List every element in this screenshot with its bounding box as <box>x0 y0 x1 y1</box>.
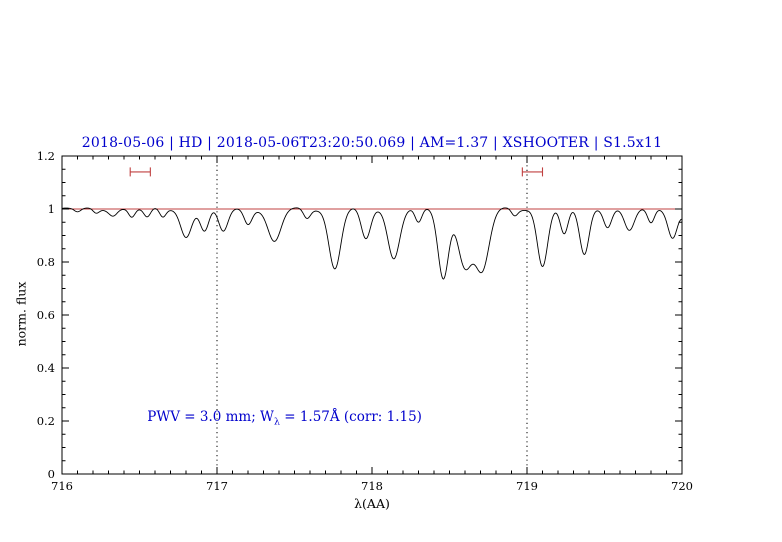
y-tick-label: 0.6 <box>37 308 55 322</box>
x-tick-label: 717 <box>206 479 228 493</box>
x-tick-label: 720 <box>671 479 693 493</box>
annotation-suffix: = 1.57Å (corr: 1.15) <box>279 409 422 426</box>
x-tick-label: 718 <box>361 479 383 493</box>
y-tick-label: 0 <box>48 467 55 481</box>
y-tick-label: 0.4 <box>37 361 55 375</box>
x-tick-label: 716 <box>51 479 73 493</box>
y-tick-label: 0.8 <box>37 255 55 269</box>
x-tick-label: 719 <box>516 479 538 493</box>
y-tick-label: 0.2 <box>37 414 55 428</box>
x-axis-label: λ(AA) <box>354 496 390 511</box>
pwv-annotation: PWV = 3.0 mm; Wλ = 1.57Å (corr: 1.15) <box>147 409 422 428</box>
annotation-prefix: PWV = 3.0 mm; W <box>147 409 274 426</box>
chart-title: 2018-05-06 | HD | 2018-05-06T23:20:50.06… <box>81 135 663 151</box>
y-tick-label: 1.2 <box>37 149 55 163</box>
annotation-lambda-subscript: λ <box>273 417 280 429</box>
y-tick-label: 1 <box>48 202 55 216</box>
spectrum-line <box>61 207 683 280</box>
